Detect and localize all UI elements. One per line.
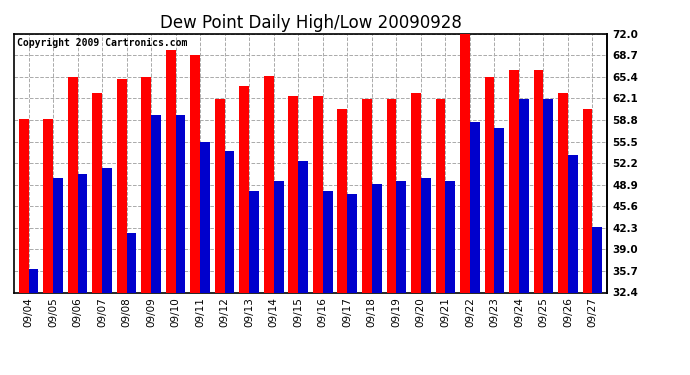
- Bar: [362, 99, 372, 292]
- Bar: [239, 86, 249, 292]
- Bar: [460, 30, 470, 292]
- Bar: [421, 177, 431, 292]
- Bar: [372, 184, 382, 292]
- Bar: [396, 181, 406, 292]
- Bar: [77, 174, 88, 292]
- Bar: [102, 168, 112, 292]
- Bar: [519, 99, 529, 292]
- Bar: [28, 269, 39, 292]
- Bar: [495, 129, 504, 292]
- Bar: [190, 56, 200, 292]
- Bar: [200, 142, 210, 292]
- Bar: [484, 77, 495, 292]
- Bar: [68, 77, 77, 292]
- Bar: [533, 70, 544, 292]
- Bar: [568, 154, 578, 292]
- Bar: [593, 226, 602, 292]
- Bar: [215, 99, 225, 292]
- Bar: [274, 181, 284, 292]
- Bar: [141, 77, 151, 292]
- Bar: [298, 161, 308, 292]
- Bar: [386, 99, 396, 292]
- Bar: [53, 177, 63, 292]
- Bar: [313, 96, 323, 292]
- Bar: [19, 119, 28, 292]
- Bar: [117, 80, 126, 292]
- Bar: [445, 181, 455, 292]
- Bar: [166, 50, 176, 292]
- Bar: [92, 93, 102, 292]
- Bar: [323, 190, 333, 292]
- Bar: [582, 109, 593, 292]
- Bar: [509, 70, 519, 292]
- Bar: [337, 109, 347, 292]
- Bar: [43, 119, 53, 292]
- Bar: [176, 116, 186, 292]
- Bar: [347, 194, 357, 292]
- Bar: [249, 190, 259, 292]
- Bar: [411, 93, 421, 292]
- Bar: [225, 152, 235, 292]
- Bar: [470, 122, 480, 292]
- Bar: [151, 116, 161, 292]
- Bar: [288, 96, 298, 292]
- Title: Dew Point Daily High/Low 20090928: Dew Point Daily High/Low 20090928: [159, 14, 462, 32]
- Bar: [435, 99, 445, 292]
- Bar: [558, 93, 568, 292]
- Text: Copyright 2009 Cartronics.com: Copyright 2009 Cartronics.com: [17, 38, 187, 48]
- Bar: [126, 233, 137, 292]
- Bar: [264, 76, 274, 292]
- Bar: [544, 99, 553, 292]
